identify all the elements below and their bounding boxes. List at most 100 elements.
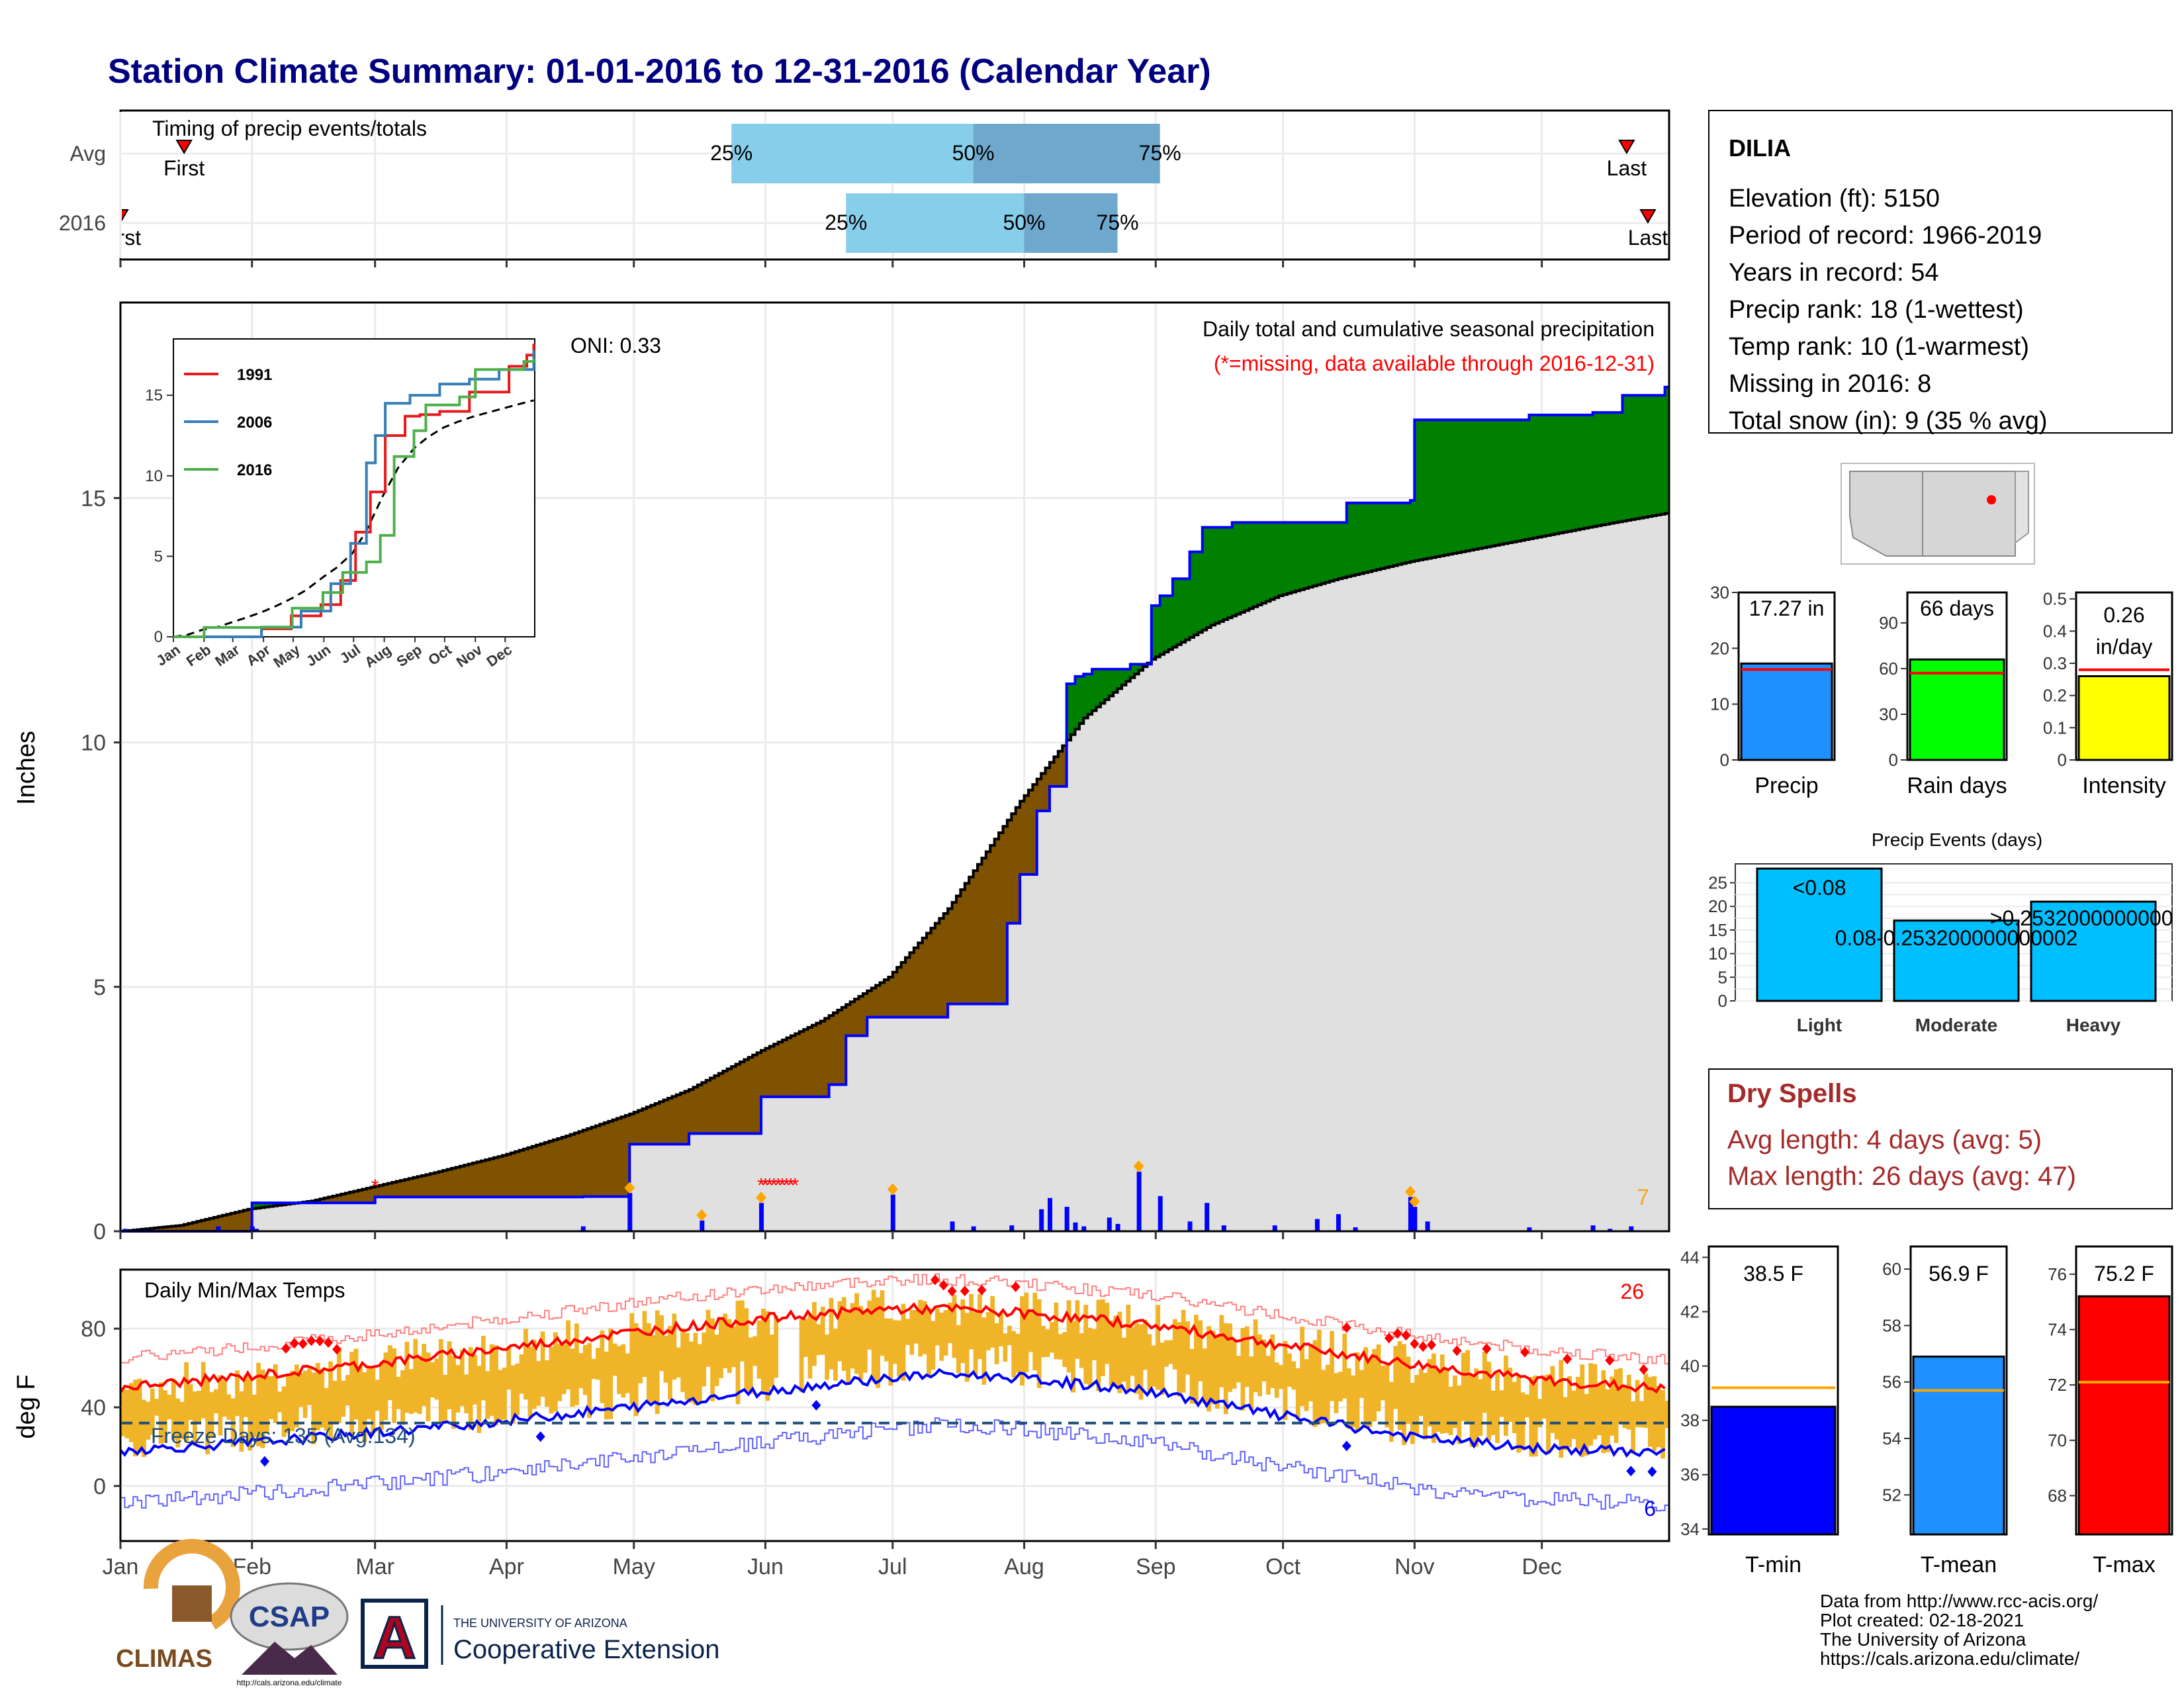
precip-events-panel: Precip Events (days) 0 5 10 15 20 25 Light Moder…	[1708, 829, 2173, 1035]
daily-temp-bar	[417, 1356, 422, 1415]
daily-temp-bar	[192, 1391, 197, 1446]
wet-fill-segment	[1554, 414, 1559, 534]
daily-temp-bar	[693, 1333, 698, 1405]
wet-fill-segment	[1244, 522, 1250, 611]
daily-temp-bar	[905, 1319, 910, 1345]
csap-logo-text: CSAP	[249, 1601, 330, 1633]
precip-ytick-label: 0	[93, 1219, 106, 1244]
info-line: Total snow (in): 9 (35 % avg)	[1729, 407, 2048, 435]
dry-fill-segment	[248, 1209, 253, 1231]
daily-temp-bar	[655, 1310, 660, 1415]
daily-temp-bar	[235, 1370, 240, 1416]
daily-temp-bar	[1647, 1377, 1653, 1447]
daily-temp-bar	[1414, 1374, 1420, 1436]
daily-temp-bar	[1274, 1362, 1279, 1398]
wet-fill-segment	[1584, 414, 1589, 528]
wet-fill-segment	[1325, 522, 1330, 583]
dry-fill-segment	[383, 1184, 388, 1197]
daily-temp-bar	[689, 1341, 694, 1403]
daily-temp-bar	[1253, 1319, 1258, 1392]
info-box-frame	[1708, 110, 2173, 434]
daily-temp-bar	[239, 1391, 244, 1452]
daily-temp-bar	[1011, 1331, 1017, 1378]
dry-fill-segment	[574, 1133, 579, 1197]
wet-fill-segment	[1402, 502, 1407, 564]
daily-temp-bar	[205, 1378, 210, 1454]
dry-fill-segment	[633, 1112, 639, 1145]
missing-marker: *	[783, 1174, 791, 1196]
dry-fill-segment	[192, 1222, 197, 1231]
daily-temp-bar	[1418, 1368, 1424, 1417]
daily-temp-bar	[680, 1329, 686, 1392]
daily-temp-bar	[214, 1389, 218, 1414]
wet-fill-segment	[1321, 522, 1326, 584]
daily-temp-bar	[617, 1346, 621, 1394]
events-category-label: Moderate	[1915, 1015, 1997, 1035]
precip-missing-note: (*=missing, data available through 2016-…	[1214, 352, 1655, 375]
daily-temp-bar	[1465, 1350, 1471, 1425]
daily-temp-bar	[1164, 1340, 1169, 1367]
wet-fill-segment	[1567, 414, 1572, 532]
daily-temp-bar	[748, 1337, 753, 1394]
wet-fill-segment	[1232, 522, 1237, 616]
daily-temp-bar	[985, 1312, 991, 1350]
daily-temp-bar	[1631, 1401, 1636, 1454]
daily-temp-bar	[1571, 1390, 1576, 1439]
daily-temp-bar	[659, 1315, 664, 1372]
daily-temp-bar	[731, 1326, 736, 1368]
wet-fill-segment	[1439, 420, 1445, 556]
daily-temp-bar	[536, 1361, 541, 1406]
dry-fill-segment	[825, 1018, 830, 1097]
season-bar	[1909, 658, 2005, 761]
wet-fill-segment	[1355, 502, 1360, 575]
daily-precip-bar	[1412, 1207, 1418, 1231]
daily-temp-bar	[349, 1352, 355, 1437]
timing-p25-label: 25%	[825, 211, 867, 234]
dry-fill-segment	[578, 1131, 584, 1197]
daily-temp-bar	[1584, 1393, 1589, 1456]
daily-temp-bar	[714, 1335, 719, 1386]
dry-fill-segment	[744, 1059, 749, 1134]
footer-credits: Data from http://www.rcc-acis.org/ Plot …	[1820, 1591, 2098, 1669]
daily-temp-bar	[811, 1301, 817, 1366]
record-high-marker	[1392, 1328, 1402, 1339]
daily-temp-bar	[353, 1348, 359, 1420]
daily-precip-bar	[250, 1226, 255, 1231]
daily-temp-bar	[324, 1387, 329, 1431]
record-high-marker	[938, 1280, 948, 1291]
normal-cumulative-area	[120, 513, 1669, 1232]
temp-panel-label: Daily Min/Max Temps	[144, 1278, 345, 1302]
daily-temp-bar	[494, 1345, 498, 1426]
daily-temp-bar	[124, 1389, 130, 1438]
wet-fill-segment	[1444, 420, 1449, 555]
daily-temp-bar	[197, 1390, 202, 1423]
daily-temp-bar	[1541, 1375, 1547, 1419]
precip-areas	[120, 385, 1670, 1233]
daily-temp-bar	[1546, 1374, 1551, 1454]
dry-fill-segment	[434, 1172, 439, 1197]
dry-fill-segment	[846, 1004, 851, 1036]
daily-temp-bar	[1550, 1366, 1555, 1433]
dry-fill-segment	[451, 1168, 457, 1197]
daily-temp-bar	[582, 1344, 588, 1395]
season-ytick-label: 0.3	[2043, 653, 2067, 673]
timing-first-marker	[175, 140, 193, 154]
timing-last-label: Last	[1628, 226, 1668, 250]
season-ytick-label: 0	[2058, 750, 2067, 770]
dry-fill-segment	[892, 972, 897, 1017]
wet-fill-segment	[1300, 522, 1305, 590]
wet-fill-segment	[1177, 579, 1182, 645]
daily-temp-bar	[1028, 1312, 1033, 1352]
daily-temp-bar	[727, 1319, 732, 1374]
daily-temp-bar	[1279, 1365, 1284, 1389]
daily-temp-bar	[969, 1293, 974, 1350]
daily-temp-bar	[1435, 1369, 1441, 1432]
daily-temp-bar	[600, 1330, 605, 1403]
wet-fill-segment	[1541, 414, 1547, 537]
daily-temp-bar	[1100, 1299, 1105, 1376]
daily-temp-bar	[422, 1344, 426, 1406]
daily-temp-bar	[1024, 1292, 1029, 1372]
daily-temp-bar	[1533, 1375, 1538, 1457]
wet-fill-segment	[1516, 420, 1522, 541]
dry-fill-segment	[1041, 773, 1046, 811]
